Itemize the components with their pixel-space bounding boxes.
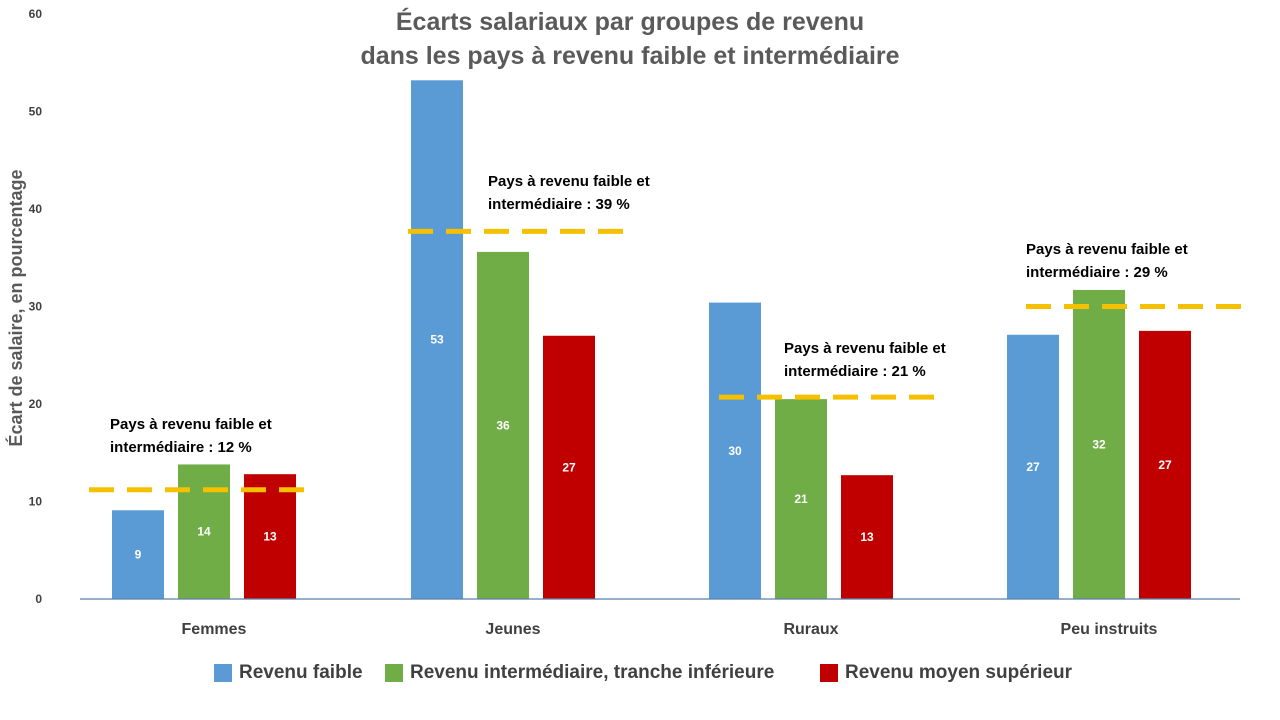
reference-annotation-line-1: Pays à revenu faible et xyxy=(110,416,272,433)
y-axis-label: Écart de salaire, en pourcentage xyxy=(5,169,26,446)
legend-swatch-revenu-faible xyxy=(214,664,232,682)
y-tick-label: 0 xyxy=(35,592,42,606)
legend-label-revenu-faible: Revenu faible xyxy=(239,662,363,683)
reference-annotation-line-2: intermédiaire : 12 % xyxy=(110,439,252,456)
y-tick-label: 20 xyxy=(29,397,43,411)
bar-value-label: 30 xyxy=(728,444,742,458)
bar-value-label: 32 xyxy=(1092,437,1106,451)
legend-item-revenu-moyen-superieur: Revenu moyen supérieur xyxy=(820,662,1072,684)
y-tick-label: 10 xyxy=(29,495,43,509)
bar-2-2 xyxy=(841,475,893,599)
x-category-label: Jeunes xyxy=(485,621,540,638)
chart-legend: Revenu faible Revenu intermédiaire, tran… xyxy=(0,662,1280,692)
legend-item-revenu-faible: Revenu faible xyxy=(214,662,363,684)
bar-value-label: 13 xyxy=(860,530,874,544)
bar-1-3 xyxy=(1073,289,1125,599)
bar-value-label: 53 xyxy=(430,333,444,347)
reference-annotation-line-1: Pays à revenu faible et xyxy=(1026,241,1188,258)
bar-1-0 xyxy=(178,464,230,599)
bar-value-label: 14 xyxy=(197,525,211,539)
bar-2-0 xyxy=(244,474,296,599)
y-tick-label: 40 xyxy=(29,202,43,216)
bar-value-label: 27 xyxy=(562,460,576,474)
bar-value-label: 27 xyxy=(1026,460,1040,474)
bar-1-2 xyxy=(775,399,827,599)
reference-annotation-line-2: intermédiaire : 39 % xyxy=(488,196,630,213)
chart-title-line-1: Écarts salariaux par groupes de revenu xyxy=(395,8,865,36)
bar-2-3 xyxy=(1139,330,1191,599)
legend-label-revenu-moyen-superieur: Revenu moyen supérieur xyxy=(845,662,1073,683)
reference-annotation-line-2: intermédiaire : 21 % xyxy=(784,363,926,380)
x-category-label: Ruraux xyxy=(783,621,838,638)
bar-2-1 xyxy=(543,335,595,599)
bar-value-label: 27 xyxy=(1158,458,1172,472)
y-tick-label: 30 xyxy=(29,300,43,314)
legend-swatch-revenu-intermediaire xyxy=(385,664,403,682)
legend-swatch-revenu-moyen-superieur xyxy=(820,664,838,682)
bar-value-label: 13 xyxy=(263,530,277,544)
y-tick-label: 50 xyxy=(29,105,43,119)
bar-0-2 xyxy=(709,302,761,599)
legend-item-revenu-intermediaire: Revenu intermédiaire, tranche inférieure xyxy=(385,662,774,684)
bar-1-1 xyxy=(477,251,529,599)
x-category-label: Femmes xyxy=(182,621,247,638)
y-tick-label: 60 xyxy=(29,7,43,21)
bar-value-label: 21 xyxy=(794,492,808,506)
x-category-label: Peu instruits xyxy=(1061,621,1158,638)
reference-annotation-line-2: intermédiaire : 29 % xyxy=(1026,264,1168,281)
bar-value-label: 36 xyxy=(496,418,510,432)
bar-0-1 xyxy=(411,80,463,600)
bar-value-label: 9 xyxy=(135,548,142,562)
reference-annotation-line-1: Pays à revenu faible et xyxy=(784,340,946,357)
bar-0-3 xyxy=(1007,334,1059,599)
bar-0-0 xyxy=(112,510,164,599)
legend-label-revenu-intermediaire: Revenu intermédiaire, tranche inférieure xyxy=(410,662,775,683)
chart-title-line-2: dans les pays à revenu faible et intermé… xyxy=(360,42,900,70)
reference-annotation-line-1: Pays à revenu faible et xyxy=(488,173,650,190)
